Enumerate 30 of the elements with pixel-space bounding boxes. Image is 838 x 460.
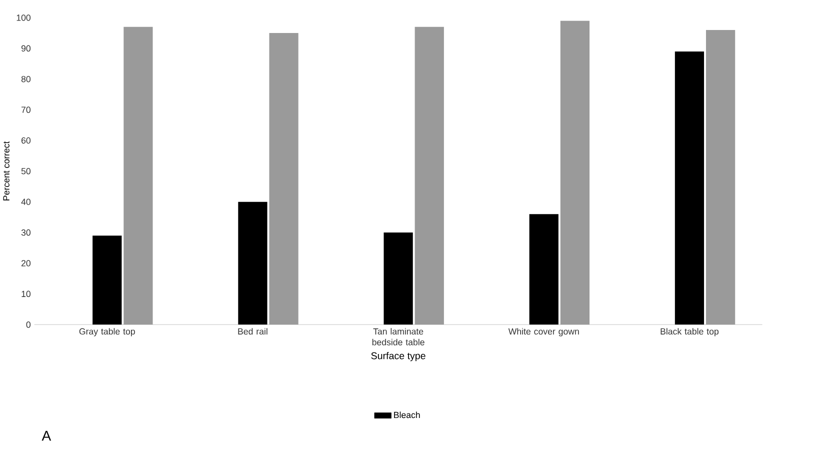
y-tick-label: 30	[21, 229, 31, 236]
bar	[384, 232, 413, 324]
y-tick-label: 60	[22, 137, 31, 144]
bar	[92, 235, 122, 324]
y-tick-label: 20	[22, 260, 31, 266]
bar	[414, 26, 444, 324]
x-tick-label: White cover gown	[508, 328, 579, 336]
x-tick-label: Black table top	[660, 328, 719, 336]
bar	[124, 26, 153, 324]
y-tick-label: 10	[22, 290, 31, 297]
bar	[560, 20, 590, 324]
bar	[706, 30, 736, 324]
y-tick-label: 40	[21, 198, 31, 205]
x-tick-label: Gray table top	[79, 328, 135, 336]
y-tick-label: 50	[21, 168, 31, 174]
x-axis-title: Surface type	[371, 352, 426, 362]
x-tick-label: Bed rail	[238, 328, 268, 334]
legend-label: Bleach	[394, 411, 420, 418]
bar	[238, 202, 268, 324]
y-tick-label: 0	[26, 321, 31, 328]
x-tick-label: Tan laminate bedside table	[372, 328, 424, 346]
y-tick-label: 80	[21, 76, 31, 82]
y-tick-label: 90	[21, 45, 31, 52]
bar	[529, 214, 558, 324]
text: A	[42, 430, 52, 440]
y-tick-label: 100	[16, 14, 31, 21]
y-tick-label: 70	[22, 106, 31, 113]
bar	[674, 51, 704, 324]
y-axis-title: Percent correct	[3, 141, 10, 200]
bar	[269, 32, 298, 324]
